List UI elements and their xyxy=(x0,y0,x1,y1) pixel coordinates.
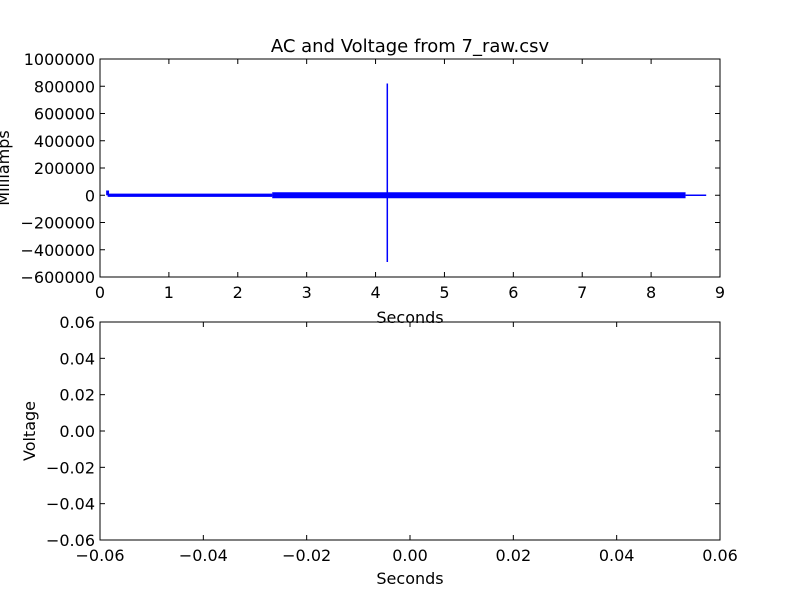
ac-y-tick-label: −400000 xyxy=(21,241,95,260)
ac-axes: AC and Voltage from 7_raw.csv 0 1 2 3 4 5 6 7 8 9… xyxy=(0,36,725,327)
ac-y-tick-label: −200000 xyxy=(21,214,95,233)
ac-y-axis-label: Milliamps xyxy=(0,130,13,205)
ac-x-tick-label: 6 xyxy=(508,283,518,302)
ac-y-tick-label: 600000 xyxy=(34,105,95,124)
voltage-x-tick-label: −0.04 xyxy=(179,546,228,565)
ac-plot-frame xyxy=(99,58,721,278)
ac-y-ticks: 1000000 800000 600000 400000 200000 0 −200000 −… xyxy=(21,50,720,287)
voltage-x-axis-label: Seconds xyxy=(376,569,443,588)
ac-x-tick-label: 7 xyxy=(577,283,587,302)
voltage-x-tick-label: −0.02 xyxy=(282,546,331,565)
voltage-y-tick-label: −0.02 xyxy=(46,458,95,477)
ac-x-ticks: 0 1 2 3 4 5 6 7 8 9 xyxy=(95,59,725,302)
ac-x-tick-label: 9 xyxy=(715,283,725,302)
ac-y-tick-label: 1000000 xyxy=(24,50,95,69)
voltage-x-ticks: −0.06 −0.04 −0.02 0.00 0.02 0.04 0.06 xyxy=(75,322,738,565)
voltage-plot-frame xyxy=(99,321,721,541)
ac-x-tick-label: 4 xyxy=(370,283,380,302)
ac-chart-title: AC and Voltage from 7_raw.csv xyxy=(271,36,550,57)
voltage-y-tick-label: −0.06 xyxy=(46,531,95,550)
ac-y-tick-label: 0 xyxy=(85,186,95,205)
ac-x-tick-label: 8 xyxy=(646,283,656,302)
voltage-axes: −0.06 −0.04 −0.02 0.00 0.02 0.04 0.06 0.06 0.04… xyxy=(20,313,738,588)
voltage-x-tick-label: 0.02 xyxy=(496,546,532,565)
voltage-x-tick-label: 0.06 xyxy=(702,546,738,565)
voltage-y-tick-label: 0.06 xyxy=(59,313,95,332)
voltage-y-tick-label: 0.04 xyxy=(59,349,95,368)
voltage-y-tick-label: 0.02 xyxy=(59,386,95,405)
voltage-x-tick-label: 0.00 xyxy=(392,546,428,565)
ac-x-tick-label: 5 xyxy=(439,283,449,302)
ac-series xyxy=(106,83,707,262)
ac-y-tick-label: 200000 xyxy=(34,159,95,178)
ac-y-tick-label: 800000 xyxy=(34,77,95,96)
voltage-y-ticks: 0.06 0.04 0.02 0.00 −0.02 −0.04 −0.06 xyxy=(46,313,720,550)
voltage-y-axis-label: Voltage xyxy=(20,401,39,461)
voltage-x-tick-label: −0.06 xyxy=(75,546,124,565)
ac-x-tick-label: 3 xyxy=(302,283,312,302)
voltage-y-tick-label: 0.00 xyxy=(59,422,95,441)
ac-x-tick-label: 0 xyxy=(95,283,105,302)
ac-y-tick-label: 400000 xyxy=(34,132,95,151)
ac-y-tick-label: −600000 xyxy=(21,268,95,287)
ac-x-tick-label: 2 xyxy=(233,283,243,302)
ac-x-tick-label: 1 xyxy=(164,283,174,302)
ac-signal-line xyxy=(106,190,110,197)
voltage-x-tick-label: 0.04 xyxy=(599,546,635,565)
voltage-y-tick-label: −0.04 xyxy=(46,495,95,514)
